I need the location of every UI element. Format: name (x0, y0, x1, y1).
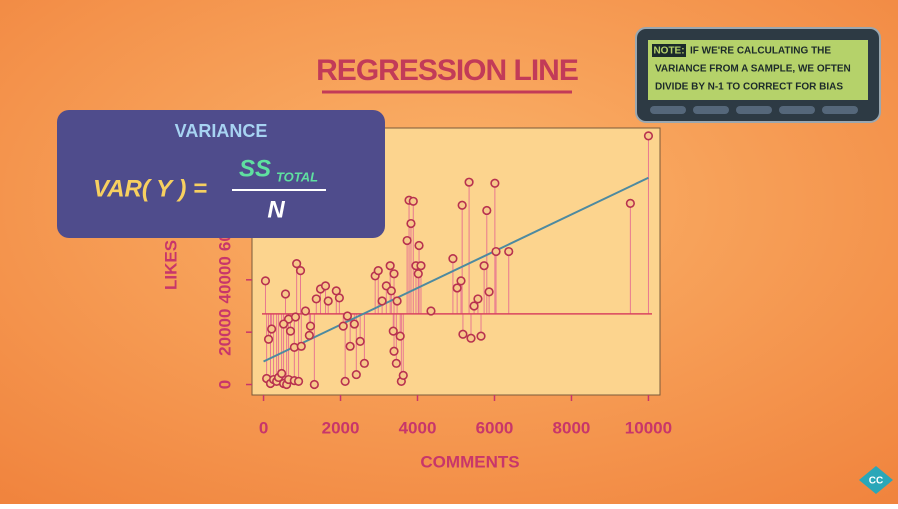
point (309, 379, 319, 390)
point (359, 358, 369, 368)
formula-lhs: VAR( Y ) = (93, 175, 207, 202)
point (643, 131, 654, 141)
y-axis-label: LIKES (161, 240, 180, 290)
point (355, 336, 365, 346)
point (351, 369, 361, 380)
point (414, 240, 424, 251)
note-line: IF WE'RE CALCULATING THE (690, 46, 831, 57)
point (285, 326, 296, 336)
variance-card: VARIANCE VAR( Y ) = SS TOTAL N (57, 110, 385, 238)
point (402, 235, 412, 246)
point (277, 368, 287, 379)
regression-line (263, 176, 649, 363)
point (323, 296, 333, 306)
point (320, 281, 331, 291)
point (278, 319, 289, 329)
point (296, 341, 306, 351)
note-line: VARIANCE FROM A SAMPLE, WE OFTEN (655, 64, 851, 75)
point (338, 321, 348, 331)
note-line: DIVIDE BY N-1 TO CORRECT FOR BIAS (655, 82, 843, 93)
point (389, 346, 399, 356)
point (311, 294, 321, 304)
point (476, 331, 486, 341)
note-device: NOTE: IF WE'RE CALCULATING THE VARIANCE … (635, 27, 881, 123)
point (456, 276, 466, 286)
point (292, 258, 302, 269)
x-tick-label: 4000 (399, 418, 437, 437)
point (373, 266, 383, 276)
point (392, 296, 402, 306)
point (293, 376, 304, 386)
point (416, 261, 426, 271)
note-label: NOTE: (653, 46, 684, 57)
point (406, 218, 416, 229)
point (464, 177, 474, 187)
point (263, 334, 274, 344)
point (391, 358, 401, 368)
y-tick-label: 40000 (215, 256, 234, 303)
x-tick-label: 8000 (553, 418, 591, 437)
point (395, 331, 405, 341)
y-tick-label: 20000 (215, 309, 234, 356)
point (388, 326, 398, 336)
x-tick-label: 2000 (322, 418, 360, 437)
formula-denominator: N (267, 196, 285, 223)
formula-numerator: SS (239, 155, 271, 182)
card-bg (57, 110, 385, 238)
point (452, 283, 462, 293)
logo: CC (859, 466, 893, 494)
point (386, 286, 396, 296)
x-tick-label: 10000 (625, 418, 672, 437)
point (469, 301, 479, 311)
point (413, 269, 423, 279)
card-heading: VARIANCE (175, 121, 268, 141)
logo-shape (859, 466, 893, 494)
point (342, 311, 353, 321)
y-tick-label: 0 (215, 380, 234, 389)
point (349, 319, 359, 329)
plot: 0200040006000800010000020000400006000080… (215, 131, 672, 437)
point (484, 287, 494, 297)
formula-subscript: TOTAL (276, 169, 318, 184)
point (389, 269, 399, 279)
point (260, 276, 271, 286)
point (345, 341, 355, 351)
x-tick-label: 6000 (476, 418, 514, 437)
note-label-bg (652, 44, 686, 57)
point (504, 246, 514, 257)
point (491, 246, 501, 257)
point (473, 294, 483, 304)
point (466, 333, 476, 343)
device-buttons (650, 106, 858, 114)
point (458, 329, 468, 339)
point (377, 296, 387, 306)
point (457, 200, 467, 210)
point (305, 321, 316, 331)
point (300, 306, 311, 316)
point (304, 330, 314, 340)
point (334, 293, 344, 303)
point (426, 306, 436, 316)
point (479, 261, 489, 271)
point (448, 254, 458, 264)
point (385, 261, 395, 271)
point (267, 324, 277, 334)
point (625, 198, 635, 208)
x-tick-label: 0 (259, 418, 268, 437)
point (490, 178, 500, 188)
point (295, 266, 306, 276)
chart-title: REGRESSION LINE (316, 54, 578, 87)
point (398, 370, 408, 380)
point (482, 205, 492, 216)
point (280, 289, 291, 299)
point (408, 196, 418, 206)
logo-text: CC (869, 476, 883, 487)
point (290, 312, 301, 322)
point (340, 376, 350, 386)
x-axis-label: COMMENTS (420, 452, 519, 471)
